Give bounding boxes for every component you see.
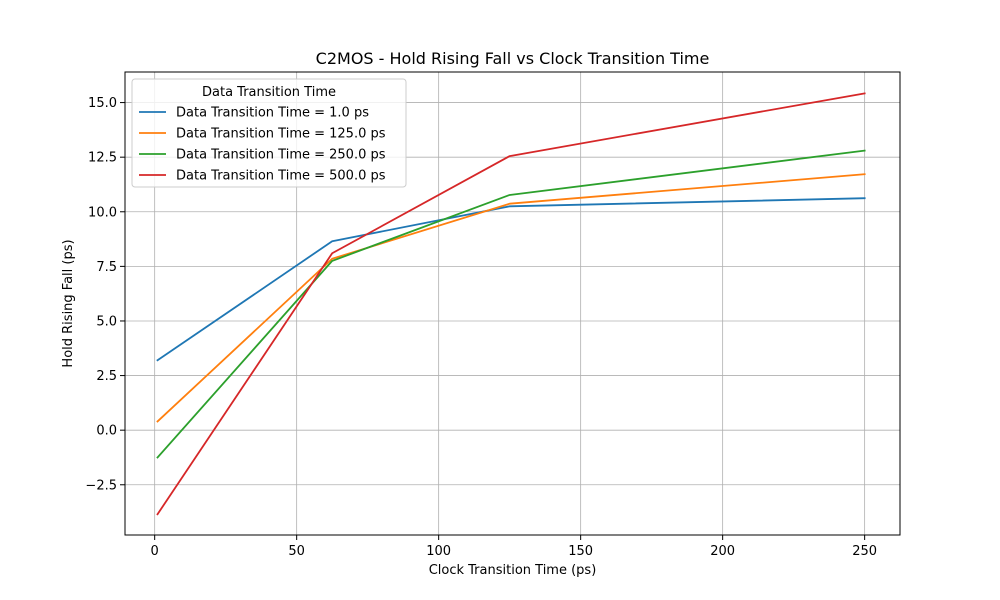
legend-label: Data Transition Time = 1.0 ps — [176, 106, 369, 121]
series-line-3 — [156, 149, 866, 459]
y-tick-label: 12.5 — [88, 151, 117, 166]
y-axis-label: Hold Rising Fall (ps) — [61, 239, 76, 367]
series-line-2 — [156, 173, 866, 423]
series-lines — [156, 92, 866, 516]
legend-entry: Data Transition Time = 500.0 ps — [139, 169, 386, 184]
legend-entry: Data Transition Time = 125.0 ps — [139, 127, 386, 142]
legend-entries: Data Transition Time = 1.0 ps Data Transi… — [139, 106, 386, 184]
y-tick-label: 7.5 — [96, 260, 117, 275]
legend: Data Transition Time Data Transition Tim… — [131, 78, 407, 188]
x-tick-label: 50 — [288, 544, 305, 559]
chart-title: C2MOS - Hold Rising Fall vs Clock Transi… — [316, 49, 710, 68]
plot-area-frame — [124, 71, 901, 536]
x-tick-label: 150 — [568, 544, 593, 559]
grid — [125, 72, 900, 535]
x-tick-label: 200 — [710, 544, 735, 559]
legend-entry: Data Transition Time = 1.0 ps — [139, 106, 369, 121]
x-tick-label: 250 — [852, 544, 877, 559]
y-tick-label: 15.0 — [88, 96, 117, 111]
y-tick-label: 5.0 — [96, 314, 117, 329]
y-tick-label: 10.0 — [88, 205, 117, 220]
legend-label: Data Transition Time = 500.0 ps — [176, 169, 386, 184]
legend-label: Data Transition Time = 125.0 ps — [176, 127, 386, 142]
y-tick-label: −2.5 — [85, 478, 117, 493]
legend-title: Data Transition Time — [202, 85, 336, 100]
x-axis-label: Clock Transition Time (ps) — [429, 563, 597, 578]
y-tick-label: 2.5 — [96, 369, 117, 384]
x-tick-label: 0 — [151, 544, 159, 559]
legend-label: Data Transition Time = 250.0 ps — [176, 148, 386, 163]
legend-box — [131, 78, 407, 188]
series-line-1 — [156, 197, 866, 362]
y-tick-label: 0.0 — [96, 424, 117, 439]
axis-ticks: 0 50 100 150 200 250 −2.5 0.0 2.5 5.0 7.5 10.0 12.5 1… — [85, 96, 877, 559]
series-line-4 — [156, 92, 866, 516]
legend-entry: Data Transition Time = 250.0 ps — [139, 148, 386, 163]
x-tick-label: 100 — [426, 544, 451, 559]
